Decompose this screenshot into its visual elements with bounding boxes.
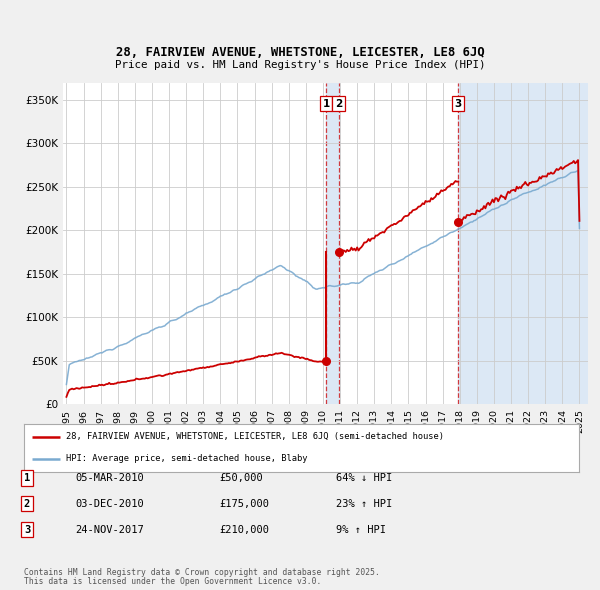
Bar bbox=[326, 83, 338, 404]
Text: 3: 3 bbox=[454, 99, 461, 109]
Text: Price paid vs. HM Land Registry's House Price Index (HPI): Price paid vs. HM Land Registry's House … bbox=[115, 60, 485, 70]
Bar bbox=[458, 83, 588, 404]
Text: 1: 1 bbox=[24, 473, 30, 483]
Text: 05-MAR-2010: 05-MAR-2010 bbox=[75, 473, 144, 483]
Text: This data is licensed under the Open Government Licence v3.0.: This data is licensed under the Open Gov… bbox=[24, 578, 322, 586]
Text: 1: 1 bbox=[322, 99, 329, 109]
Text: 3: 3 bbox=[24, 525, 30, 535]
Text: £50,000: £50,000 bbox=[219, 473, 263, 483]
Text: 24-NOV-2017: 24-NOV-2017 bbox=[75, 525, 144, 535]
Text: 9% ↑ HPI: 9% ↑ HPI bbox=[336, 525, 386, 535]
Text: 03-DEC-2010: 03-DEC-2010 bbox=[75, 499, 144, 509]
Text: 23% ↑ HPI: 23% ↑ HPI bbox=[336, 499, 392, 509]
Text: £210,000: £210,000 bbox=[219, 525, 269, 535]
Text: 28, FAIRVIEW AVENUE, WHETSTONE, LEICESTER, LE8 6JQ (semi-detached house): 28, FAIRVIEW AVENUE, WHETSTONE, LEICESTE… bbox=[65, 432, 443, 441]
Text: 2: 2 bbox=[24, 499, 30, 509]
Text: Contains HM Land Registry data © Crown copyright and database right 2025.: Contains HM Land Registry data © Crown c… bbox=[24, 568, 380, 577]
Text: £175,000: £175,000 bbox=[219, 499, 269, 509]
Text: HPI: Average price, semi-detached house, Blaby: HPI: Average price, semi-detached house,… bbox=[65, 454, 307, 463]
Text: 64% ↓ HPI: 64% ↓ HPI bbox=[336, 473, 392, 483]
Text: 28, FAIRVIEW AVENUE, WHETSTONE, LEICESTER, LE8 6JQ: 28, FAIRVIEW AVENUE, WHETSTONE, LEICESTE… bbox=[116, 46, 484, 59]
Text: 2: 2 bbox=[335, 99, 342, 109]
